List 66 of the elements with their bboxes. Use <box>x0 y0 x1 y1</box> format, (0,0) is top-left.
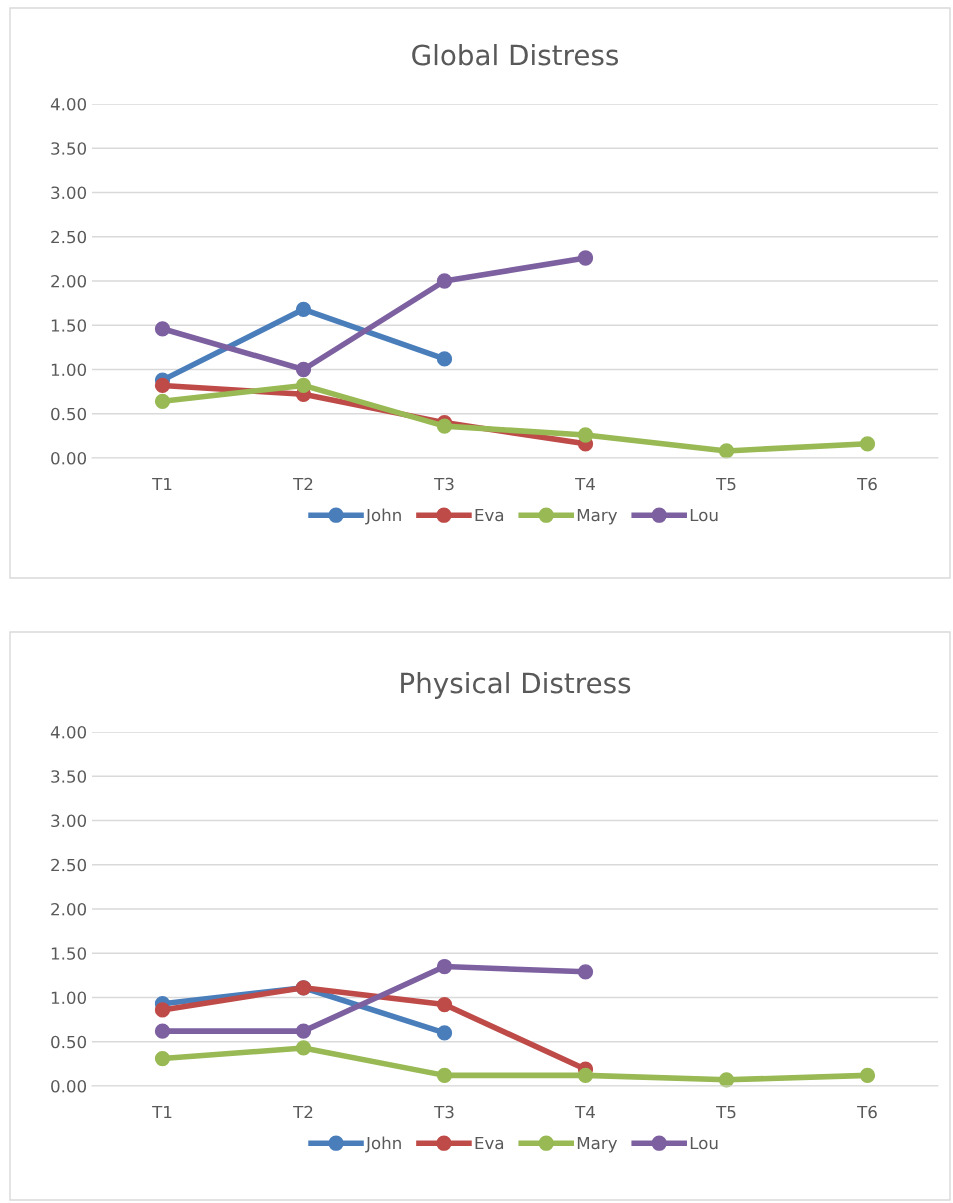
point <box>436 996 453 1013</box>
point <box>295 377 312 394</box>
y-tick-label: 0.00 <box>51 451 87 465</box>
point <box>577 427 594 443</box>
y-tick-label: 0.50 <box>51 1035 87 1049</box>
legend-label: Eva <box>475 508 504 522</box>
y-tick-label: 3.50 <box>51 142 87 155</box>
point <box>859 1067 876 1084</box>
point <box>154 1023 171 1039</box>
point <box>154 377 171 394</box>
legend-label: Eva <box>475 1136 504 1150</box>
y-tick-label: 4.00 <box>50 97 87 111</box>
point <box>154 393 171 409</box>
point <box>718 443 735 459</box>
x-tick-label: T3 <box>434 477 454 491</box>
x-tick-label: T4 <box>575 477 595 491</box>
legend-label: Lou <box>690 1136 718 1150</box>
y-tick-label: 1.50 <box>51 319 87 332</box>
point <box>154 321 171 337</box>
x-tick-label: T1 <box>152 1105 172 1119</box>
chart-title: Global Distress <box>412 44 619 66</box>
x-tick-label: T6 <box>857 1105 877 1119</box>
point <box>436 958 453 975</box>
point <box>436 351 453 367</box>
chart-title: Physical Distress <box>401 672 631 699</box>
point <box>295 1040 312 1056</box>
point <box>577 250 594 266</box>
point <box>436 1025 453 1041</box>
point <box>154 1050 171 1067</box>
point <box>859 436 876 452</box>
point <box>436 418 453 434</box>
point <box>436 1067 453 1084</box>
y-tick-label: 4.00 <box>50 725 87 739</box>
y-tick-label: 1.00 <box>51 363 87 377</box>
y-tick-label: 1.00 <box>51 991 87 1005</box>
y-tick-label: 2.00 <box>51 274 87 288</box>
y-tick-label: 1.50 <box>51 947 87 960</box>
point <box>718 1072 735 1088</box>
x-tick-label: T3 <box>434 1105 454 1119</box>
x-tick-label: T2 <box>293 477 313 491</box>
legend-label: John <box>365 508 401 525</box>
legend-label: Lou <box>690 508 718 522</box>
point <box>295 301 312 317</box>
point <box>577 964 594 980</box>
x-tick-label: T2 <box>293 1105 313 1119</box>
legend-label: Mary <box>577 508 618 525</box>
x-tick-label: T5 <box>716 1105 736 1119</box>
y-tick-label: 2.50 <box>51 230 87 244</box>
y-tick-label: 2.00 <box>51 902 87 916</box>
y-tick-label: 3.00 <box>51 814 87 828</box>
x-tick-label: T1 <box>152 477 172 491</box>
point <box>577 1067 594 1084</box>
point <box>295 361 312 378</box>
y-tick-label: 2.50 <box>51 858 87 872</box>
legend-label: Mary <box>577 1136 618 1153</box>
y-tick-label: 3.00 <box>51 186 87 200</box>
x-tick-label: T5 <box>716 477 736 491</box>
y-tick-label: 0.50 <box>51 407 87 421</box>
x-tick-label: T4 <box>575 1105 595 1119</box>
legend-label: John <box>365 1136 401 1153</box>
point <box>154 1002 171 1018</box>
y-tick-label: 3.50 <box>51 770 87 783</box>
y-tick-label: 0.00 <box>51 1079 87 1093</box>
point <box>295 1023 312 1039</box>
point <box>436 273 453 289</box>
x-tick-label: T6 <box>857 477 877 491</box>
